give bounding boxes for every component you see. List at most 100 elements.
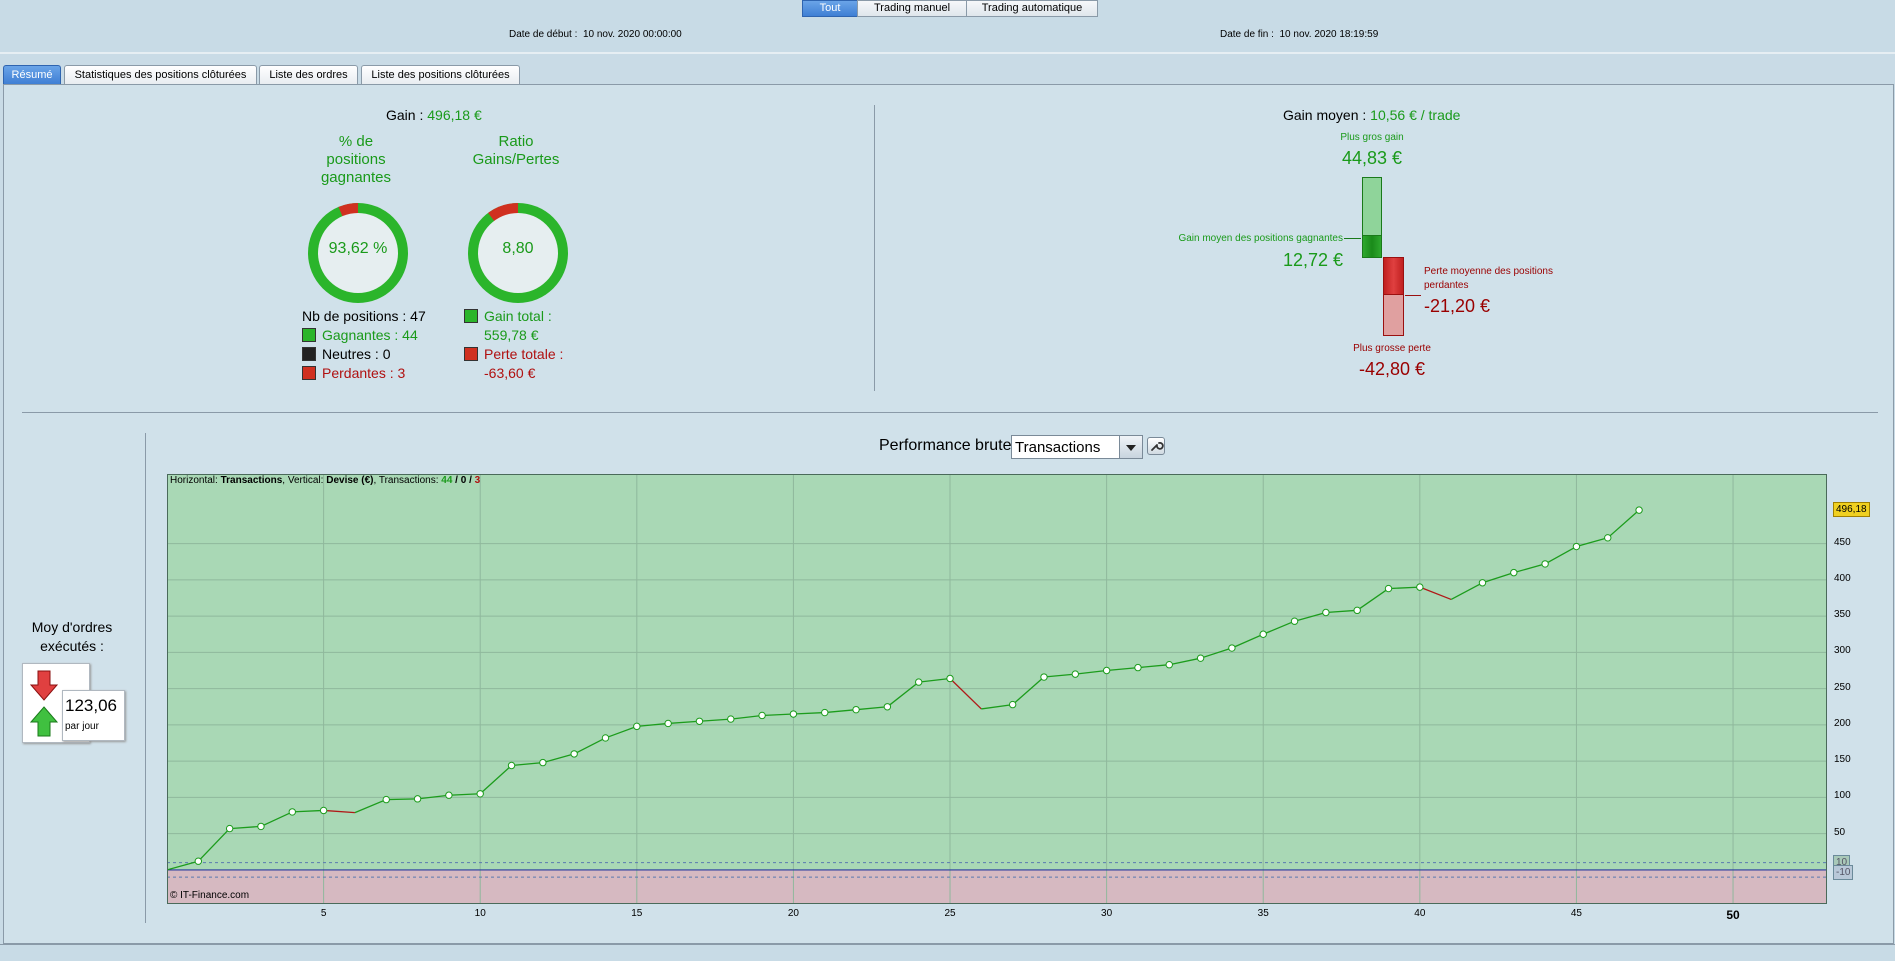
- series-segment-gain: [417, 794, 449, 800]
- series-segment-gain: [855, 706, 888, 711]
- series-segment-gain: [260, 811, 293, 828]
- chart-series-points: [194, 506, 1643, 865]
- x-tick-label: 20: [787, 908, 799, 919]
- info-t-label: , Transactions:: [373, 475, 439, 486]
- data-point: [1541, 560, 1549, 568]
- data-point: [1134, 663, 1142, 672]
- perte-moyenne-label-line1: Perte moyenne des positions: [1424, 266, 1553, 277]
- data-point: [1635, 506, 1643, 514]
- y-tick-label: 300: [1834, 645, 1851, 657]
- perte-totale-row: Perte totale :: [464, 345, 563, 364]
- x-tick-label: 5: [320, 908, 327, 919]
- nb-positions: Nb de positions : 47: [302, 308, 426, 324]
- series-segment-gain: [386, 798, 418, 801]
- gain-total-value: 559,78 €: [484, 327, 539, 343]
- data-point: [476, 790, 484, 798]
- x-tick-label: 50: [1726, 908, 1740, 922]
- tab-liste-ordres[interactable]: Liste des ordres: [259, 65, 358, 84]
- arrow-right-icon: [1344, 238, 1361, 239]
- bottom-bar: [0, 944, 1895, 961]
- y-tick-label: 200: [1834, 717, 1851, 729]
- gain-total-row: Gain total :: [464, 307, 563, 326]
- data-point: [194, 857, 203, 865]
- series-segment-gain: [762, 713, 794, 717]
- gain-label: Gain :: [386, 107, 424, 123]
- data-point: [1040, 673, 1048, 681]
- wrench-button[interactable]: [1147, 437, 1165, 455]
- tab-trading-manuel[interactable]: Trading manuel: [857, 0, 967, 17]
- data-point: [633, 722, 641, 731]
- data-point: [1384, 584, 1393, 593]
- pct-winning-title: % de positions gagnantes: [300, 133, 412, 187]
- series-segment-gain: [479, 765, 512, 795]
- perdantes-text: Perdantes : 3: [322, 365, 406, 381]
- chart-series-lines: [167, 509, 1640, 871]
- arrow-up-shape: [29, 706, 59, 737]
- x-tick-label: 45: [1570, 908, 1582, 919]
- series-segment-gain: [981, 703, 1013, 710]
- chart-y-axis: 50 100 150 200 250 300 350 400 450 496,18 10 -10: [1830, 474, 1890, 904]
- data-point: [601, 734, 610, 742]
- series-segment-gain: [542, 753, 575, 764]
- orders-title: Moy d'ordres exécutés :: [10, 618, 134, 656]
- data-point: [1196, 654, 1205, 662]
- series-segment-gain: [824, 709, 857, 714]
- performance-chart: Horizontal: Transactions, Vertical: Devi…: [167, 474, 1827, 904]
- info-loss: 3: [474, 475, 481, 486]
- series-segment-gain: [886, 681, 920, 708]
- y-tick-label: 450: [1834, 536, 1851, 548]
- chart-negative-zone: [167, 869, 1827, 904]
- pct-winning-title-line2: positions: [326, 151, 386, 168]
- perte-totale-label: Perte totale :: [484, 346, 564, 362]
- data-point: [946, 674, 954, 683]
- neutres-row: Neutres : 0: [302, 345, 426, 364]
- data-point: [1290, 617, 1299, 625]
- perte-moyenne-value: -21,20 €: [1424, 296, 1491, 316]
- series-segment-gain: [1576, 537, 1608, 548]
- red-square-icon: [464, 347, 478, 361]
- series-segment-gain: [1325, 609, 1358, 614]
- data-point: [1008, 700, 1017, 709]
- data-point: [758, 711, 766, 720]
- series-segment-gain: [354, 798, 387, 814]
- chart-copyright: © IT-Finance.com: [170, 890, 250, 901]
- series-segment-gain: [636, 722, 669, 727]
- data-point: [319, 806, 328, 815]
- tab-statistiques-positions[interactable]: Statistiques des positions clôturées: [64, 65, 257, 84]
- series-segment-loss: [1419, 586, 1452, 601]
- data-point: [225, 824, 234, 833]
- gain-average-bar: [1362, 235, 1382, 258]
- y-tick-label: 100: [1834, 790, 1851, 802]
- perf-label: Performance brute: [879, 437, 1012, 454]
- ratio-title-line1: Ratio: [498, 133, 534, 150]
- orders-unit: par jour: [65, 721, 99, 732]
- series-segment-gain: [699, 718, 731, 722]
- tab-liste-positions-cloturees[interactable]: Liste des positions clôturées: [361, 65, 520, 84]
- data-point: [445, 791, 453, 799]
- perf-select[interactable]: Transactions: [1011, 435, 1143, 459]
- series-segment-gain: [1356, 588, 1389, 611]
- x-tick-label: 30: [1101, 908, 1113, 919]
- gagnantes-row: Gagnantes : 44: [302, 326, 426, 345]
- series-segment-gain: [668, 720, 700, 725]
- ratio-title: Ratio Gains/Pertes: [456, 133, 576, 169]
- series-segment-gain: [292, 809, 324, 813]
- series-segment-gain: [1388, 586, 1420, 590]
- orders-title-line1: Moy d'ordres: [31, 619, 113, 635]
- tab-trading-automatique[interactable]: Trading automatique: [966, 0, 1098, 17]
- data-point: [288, 808, 296, 816]
- totals: Gain total : 559,78 € Perte totale : -63…: [464, 307, 563, 383]
- data-point: [570, 750, 578, 758]
- series-segment-gain: [1544, 545, 1577, 565]
- chart-positive-zone: [167, 474, 1827, 870]
- chevron-down-icon[interactable]: [1119, 436, 1142, 458]
- gain-moyen-heading: Gain moyen : 10,56 € / trade: [1283, 107, 1460, 123]
- green-square-icon: [302, 328, 316, 342]
- tab-tout[interactable]: Tout: [802, 0, 858, 17]
- arrow-down-icon: [29, 670, 59, 701]
- series-segment-gain: [1137, 664, 1170, 669]
- orders-title-line2: exécutés :: [40, 638, 104, 654]
- gain-value: 496,18 €: [427, 107, 482, 123]
- y-tick-label: 50: [1834, 826, 1846, 838]
- tab-resume[interactable]: Résumé: [3, 65, 61, 84]
